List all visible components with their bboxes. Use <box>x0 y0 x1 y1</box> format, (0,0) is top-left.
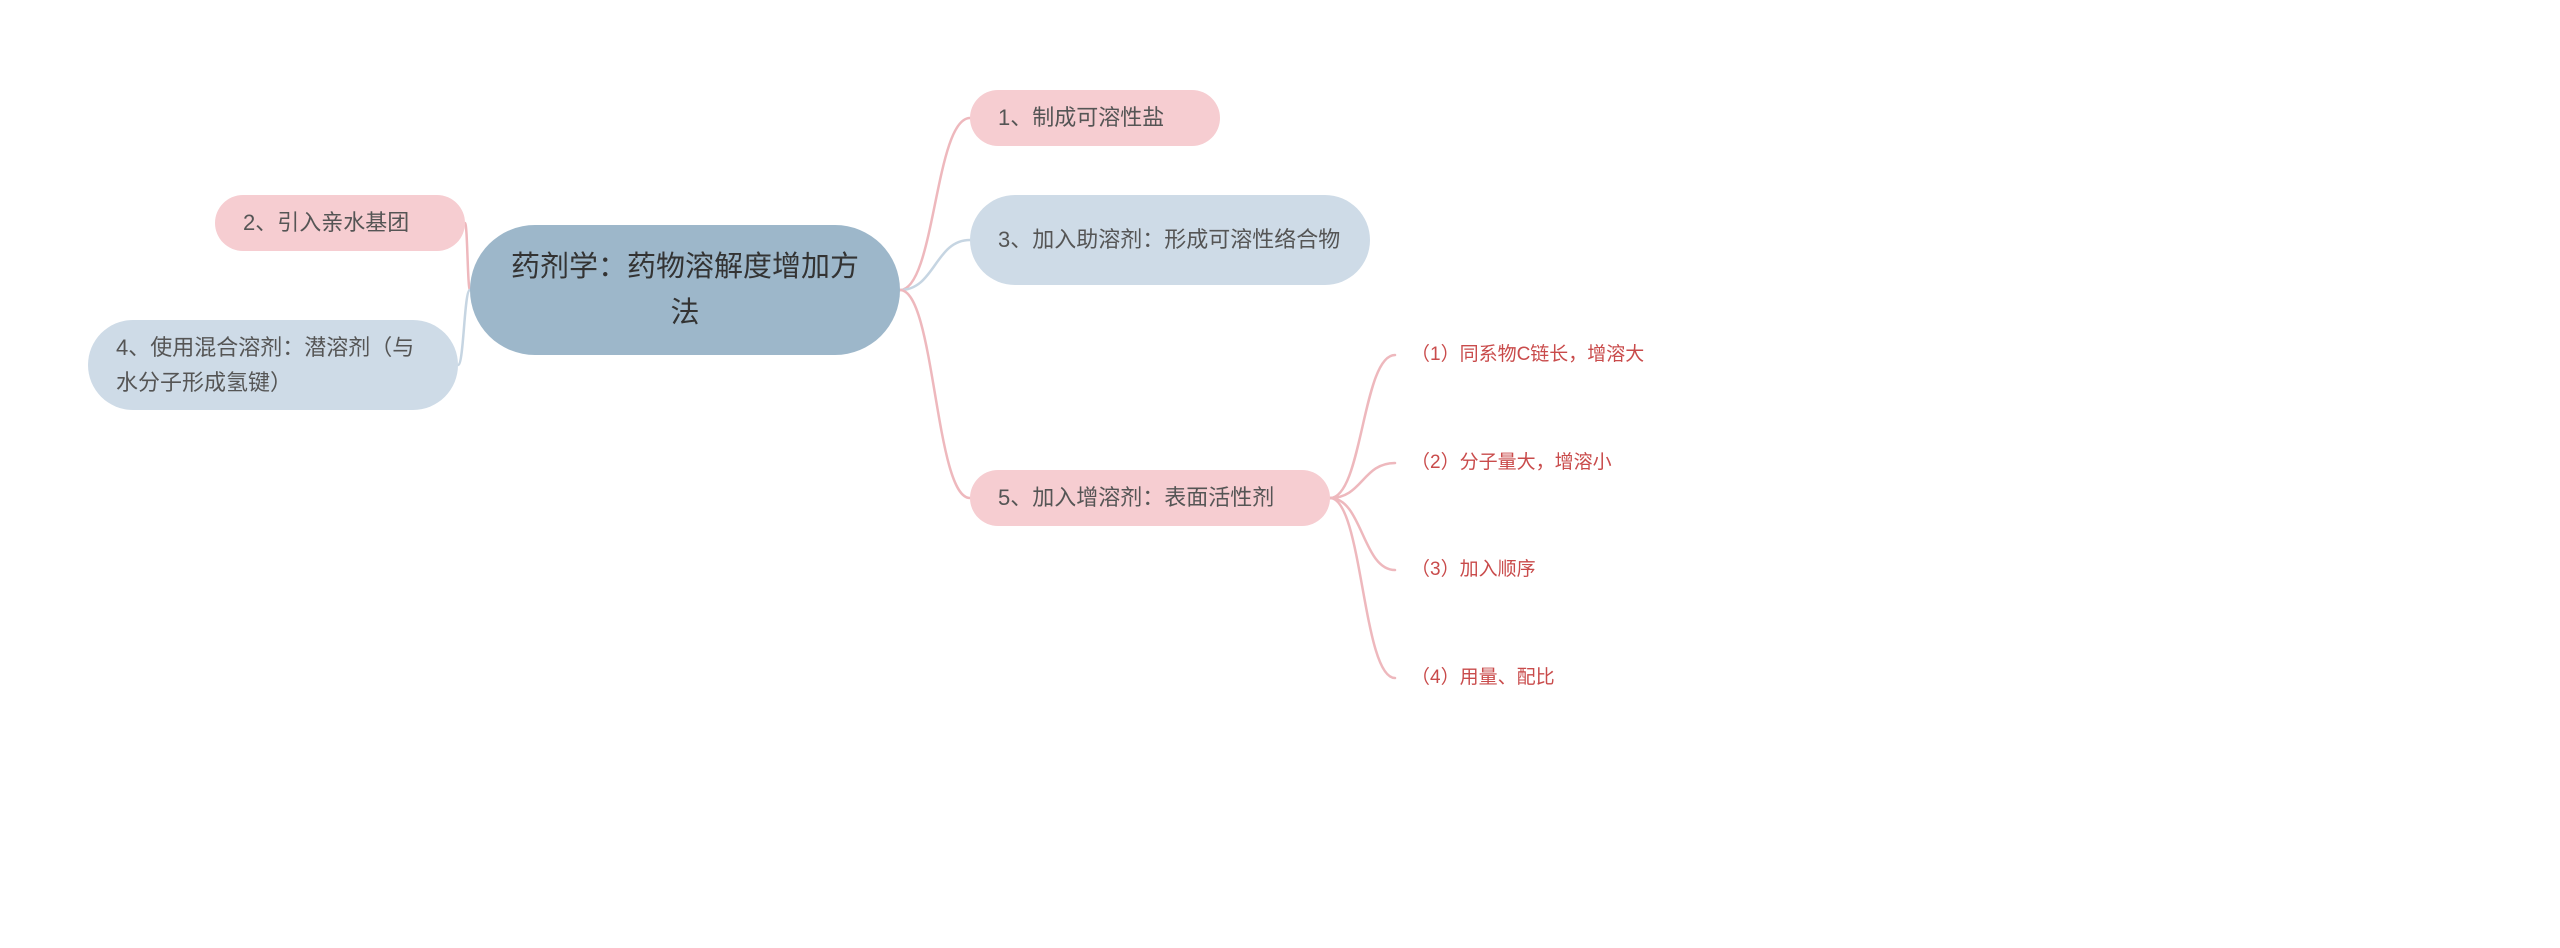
right-node-0: 1、制成可溶性盐 <box>970 90 1220 146</box>
leaf-node-2-1: （2）分子量大，增溶小 <box>1395 443 1655 483</box>
leaf-node-2-0: （1）同系物C链长，增溶大 <box>1395 335 1675 375</box>
center-node: 药剂学：药物溶解度增加方法 <box>470 225 900 355</box>
leaf-node-2-3: （4）用量、配比 <box>1395 658 1595 698</box>
right-node-1: 3、加入助溶剂：形成可溶性络合物 <box>970 195 1370 285</box>
right-node-2: 5、加入增溶剂：表面活性剂 <box>970 470 1330 526</box>
leaf-node-2-2: （3）加入顺序 <box>1395 550 1575 590</box>
left-node-1: 4、使用混合溶剂：潜溶剂（与水分子形成氢键） <box>88 320 458 410</box>
left-node-0: 2、引入亲水基团 <box>215 195 465 251</box>
